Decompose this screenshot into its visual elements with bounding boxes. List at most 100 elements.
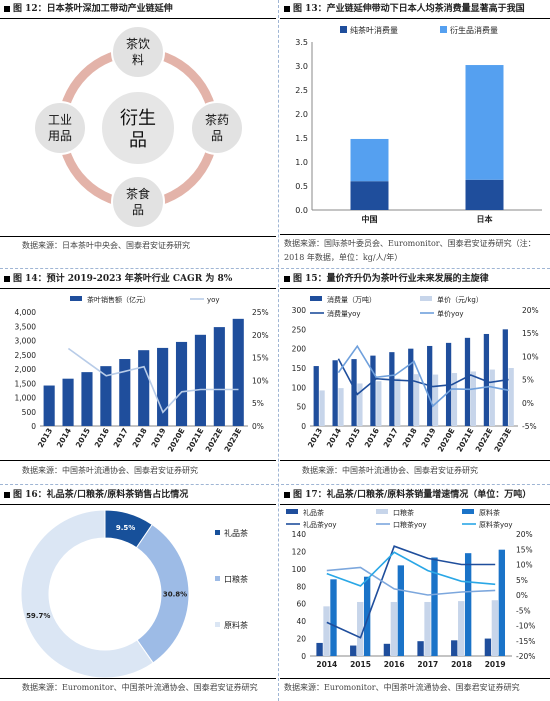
x-tick-label: 2017 (417, 660, 438, 669)
bar (138, 350, 150, 426)
bar (489, 369, 495, 426)
x-tick-label: 2023E (492, 427, 513, 454)
x-tick-label: 2017 (382, 427, 400, 450)
y-left-tick-label: 4,000 (15, 308, 37, 317)
x-tick-label: 2022E (204, 427, 225, 454)
legend-label: 原料茶 (224, 620, 248, 630)
legend-label: 口粮茶 (393, 508, 414, 517)
x-tick-label: 2014 (316, 660, 337, 669)
figure-12-source: 数据来源：日本茶叶中央会、国泰君安证券研究 (22, 241, 190, 250)
bar (350, 181, 389, 210)
figure-15: 图 15：量价齐升仍为茶叶行业未来发展的主旋律 0 50 100 150 200 250 3… (280, 270, 550, 484)
y-left-tick-label: 80 (296, 582, 306, 591)
bar (498, 549, 506, 656)
y-right-tick-label: 0% (522, 399, 534, 408)
bar (465, 179, 504, 210)
bar (484, 638, 492, 656)
legend-swatch (215, 622, 220, 627)
legend-label: 礼品茶 (303, 508, 324, 517)
bar (408, 348, 414, 426)
bar (502, 329, 508, 426)
legend-label: 消费量yoy (327, 309, 361, 318)
bar (397, 565, 405, 656)
legend-label: 口粮茶yoy (393, 520, 427, 529)
bar (330, 579, 337, 656)
bar (470, 371, 476, 426)
slice-value-label: 30.8% (163, 591, 187, 599)
series-line (326, 566, 496, 596)
bar (157, 347, 169, 426)
x-tick-label: 2016 (363, 427, 381, 450)
figure-17-source: 数据来源：Euromonitor、中国茶叶流通协会、国泰君安证券研究 (284, 683, 520, 692)
y-right-tick-label: 15% (252, 354, 269, 363)
svg-text:茶饮: 茶饮 (126, 36, 150, 51)
bar (194, 334, 206, 426)
y-left-tick-label: 50 (296, 403, 306, 412)
x-tick-label: 中国 (362, 214, 378, 224)
bar (351, 359, 357, 426)
legend-label: 茶叶销售额（亿元） (87, 295, 150, 304)
y-left-tick-label: 3,000 (15, 337, 37, 346)
legend-swatch (420, 296, 432, 301)
x-tick-label: 2018 (131, 427, 149, 450)
legend-label: 口粮茶 (224, 574, 248, 584)
svg-text:工业: 工业 (48, 113, 72, 127)
chart-15: 0 50 100 150 200 250 300 -5% 0% 5% 10% 15% 20% 消费量（万吨… (292, 295, 539, 454)
figure-14: 图 14：预计 2019-2023 年茶叶行业 CAGR 为 8% 0 500 1,… (0, 270, 276, 484)
x-tick-label: 2021E (455, 427, 476, 454)
y-left-tick-label: 2.5 (295, 86, 308, 95)
legend-label: 衍生品消费量 (450, 25, 498, 35)
slice-value-label: 9.5% (116, 524, 135, 532)
y-left-tick-label: 140 (292, 530, 307, 539)
x-tick-label: 2014 (325, 427, 343, 450)
y-left-tick-label: 40 (296, 617, 306, 626)
y-left-tick-label: 100 (292, 383, 307, 392)
diagram-node-right: 茶药 品 (190, 101, 244, 155)
bar (81, 372, 93, 426)
legend-swatch (215, 576, 220, 581)
bar (376, 381, 382, 426)
legend-label: 消费量（万吨） (327, 295, 376, 304)
bar (395, 378, 401, 426)
figure-17-title: 图 17：礼品茶/口粮茶/原料茶销量增速情况（单位：万吨） (284, 486, 531, 504)
bar (464, 553, 472, 656)
y-left-tick-label: 0 (31, 422, 36, 431)
y-left-tick-label: 1.0 (295, 158, 308, 167)
legend-label: 纯茶叶消费量 (350, 25, 398, 35)
y-right-tick-label: 20% (252, 331, 269, 340)
y-left-tick-label: 1,500 (15, 379, 37, 388)
slice-value-label: 59.7% (26, 612, 50, 620)
legend-swatch (215, 530, 220, 535)
x-tick-label: 2020E (166, 427, 187, 454)
y-right-tick-label: 5% (522, 376, 534, 385)
y-left-tick-label: 60 (296, 600, 306, 609)
y-left-tick-label: 0.0 (295, 206, 308, 215)
y-left-tick-label: 1,000 (15, 394, 37, 403)
figure-12: 图 12：日本茶叶深加工带动产业链延伸 衍生 品 茶饮 料 茶药 品 茶食 品 … (0, 0, 276, 268)
y-right-tick-label: 10% (252, 376, 269, 385)
legend-label: 礼品茶yoy (303, 520, 337, 529)
y-right-tick-label: 10% (522, 352, 539, 361)
x-tick-label: 2019 (419, 427, 437, 450)
x-tick-label: 2019 (485, 660, 506, 669)
diagram-node-left: 工业 用品 (33, 101, 87, 155)
bar (62, 378, 74, 426)
legend-label: yoy (207, 296, 220, 304)
bar (316, 642, 323, 656)
bar (313, 366, 319, 426)
bar (100, 366, 112, 426)
legend-label: 原料茶 (479, 508, 500, 517)
y-right-tick-label: 20% (516, 530, 533, 539)
x-tick-label: 2018 (401, 427, 419, 450)
x-tick-label: 2019 (149, 427, 167, 450)
legend-swatch (286, 509, 298, 514)
x-tick-label: 2014 (55, 427, 73, 450)
y-right-tick-label: -20% (516, 652, 535, 661)
bar (319, 390, 325, 426)
series-line (337, 358, 509, 396)
x-tick-label: 2016 (384, 660, 405, 669)
bar (43, 385, 55, 426)
legend-label: 礼品茶 (224, 528, 248, 538)
figure-12-title: 图 12：日本茶叶深加工带动产业链延伸 (4, 0, 173, 18)
